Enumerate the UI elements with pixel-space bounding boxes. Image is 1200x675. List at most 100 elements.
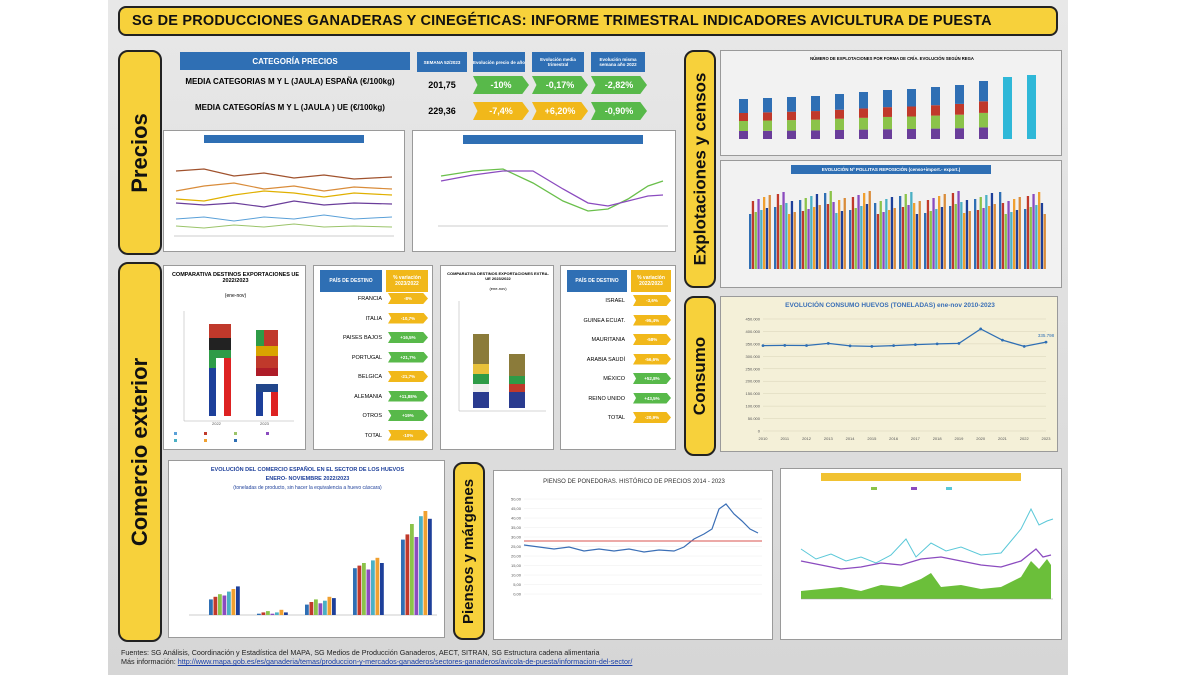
farms-bar <box>1027 75 1036 139</box>
feed-chart-title: PIENSO DE PONEDORAS. HISTÓRICO DE PRECIO… <box>543 479 725 485</box>
consumption-ytick: 200.000 <box>746 379 761 384</box>
farms-bar-segment <box>883 116 892 130</box>
sources-link[interactable]: http://www.mapa.gob.es/es/ganaderia/tema… <box>177 657 633 666</box>
extra-ue-row-value: -58% <box>633 334 671 345</box>
price-row-spain-c3: -2,82% <box>591 76 647 94</box>
trade-bar <box>231 589 236 615</box>
price-row-ue-c3: -0,90% <box>591 102 647 120</box>
pullets-bar <box>890 197 894 269</box>
pullets-bar <box>874 203 877 269</box>
price-col-head-2: Evolución media trimestral <box>532 52 584 72</box>
pullets-bar <box>988 206 991 269</box>
section-piensos: Piensos y márgenes <box>453 462 485 640</box>
pullets-bar <box>849 210 852 269</box>
consumption-xtick: 2013 <box>824 436 834 441</box>
trade-bar <box>218 594 222 615</box>
exports-row-value: +11,88% <box>388 390 428 402</box>
feed-ytick: 25,00 <box>511 544 522 549</box>
exports-table-head-pct: % variación 2023/2022 <box>386 270 428 292</box>
consumption-point <box>979 327 983 331</box>
consumption-point <box>1001 338 1004 342</box>
pullets-bar <box>804 198 807 269</box>
pullets-bar <box>913 203 916 269</box>
exports-row-country: ITALIA <box>365 315 382 322</box>
pullets-chart-svg <box>749 191 1046 269</box>
section-consumo-label: Consumo <box>690 336 710 416</box>
consumption-point <box>761 344 765 348</box>
farms-bar-segment <box>787 97 796 112</box>
section-precios-label: Precios <box>127 112 152 193</box>
price-col-head-week: SEMANA 52/2023 <box>417 52 467 72</box>
pullets-bar <box>801 211 805 269</box>
margins-chart-svg <box>800 473 1054 600</box>
pullets-bar <box>807 209 810 269</box>
exports-row-country: BELGICA <box>358 374 382 380</box>
feed-ytick: 40,00 <box>511 516 522 521</box>
farms-bar-segment <box>883 90 892 108</box>
farms-bar-segment <box>811 96 820 112</box>
extra-ue-row-country: MÉXICO <box>603 376 625 382</box>
pullets-bar <box>860 206 863 269</box>
farms-bar-segment <box>931 87 940 106</box>
extra-ue-row-value: -56,6% <box>633 353 671 365</box>
consumption-ytick: 100.000 <box>746 404 761 409</box>
pullets-bar <box>776 194 780 269</box>
consumption-ytick: 450.000 <box>746 317 761 322</box>
export-2022-germany <box>209 338 231 350</box>
pullets-bar <box>943 194 946 269</box>
price-row-spain-c1: -10% <box>473 76 529 94</box>
feed-ytick: 10,00 <box>511 573 522 578</box>
section-precios: Precios <box>118 50 162 255</box>
exports-chart-subtitle: (ene-nov) <box>224 293 247 299</box>
consumption-ytick: 250.000 <box>746 366 761 371</box>
price-table: CATEGORÍA PRECIOS SEMANA 52/2023 Evoluci… <box>170 50 678 125</box>
extra-ue-table-head-country: PAÍS DE DESTINO <box>567 270 627 292</box>
feed-ytick: 50,00 <box>511 497 522 502</box>
pullets-bar <box>985 195 988 269</box>
consumption-xtick: 2023 <box>1042 436 1052 441</box>
consumption-point <box>1044 340 1048 344</box>
pullets-bar <box>754 212 757 269</box>
trade-bar <box>266 611 270 615</box>
pullets-bar <box>818 205 821 269</box>
extra-ue-row-country: ARABIA SAUDÍ <box>586 356 625 363</box>
farms-bar-segment <box>763 130 772 139</box>
pullets-bar <box>868 191 871 269</box>
pullets-bar <box>824 193 827 269</box>
trade-chart-subtitle: ENERO- NOVIEMBRE 2022/2023 <box>265 476 350 482</box>
farms-bar-segment <box>955 103 964 115</box>
trade-bar <box>318 603 323 615</box>
pullets-bar <box>1032 194 1035 269</box>
farms-bar-segment <box>907 89 916 107</box>
pullets-bar <box>768 195 771 269</box>
pullets-bar <box>760 210 763 269</box>
export-2023-netherlands <box>256 368 278 376</box>
margins-line-purple <box>800 548 1052 570</box>
trade-chart: EVOLUCIÓN DEL COMERCIO ESPAÑOL EN EL SEC… <box>168 460 445 638</box>
feed-ytick: 15,00 <box>511 563 522 568</box>
pullets-bar <box>976 210 980 269</box>
trade-bar <box>414 537 419 615</box>
consumption-point <box>848 344 852 348</box>
pullets-bar <box>788 214 791 269</box>
farms-bar <box>1003 77 1012 139</box>
export-2022-portugal <box>209 324 231 338</box>
farms-bar-segment <box>739 113 748 121</box>
pullets-bar <box>974 199 977 269</box>
consumption-xtick: 2021 <box>998 436 1008 441</box>
consumption-xtick: 2011 <box>780 436 789 441</box>
pullets-bar <box>749 214 752 269</box>
farms-bar-segment <box>931 105 940 116</box>
farms-bar-segment <box>883 129 892 139</box>
export-2023-germany <box>256 346 278 356</box>
feed-chart-svg: 0,00 5,00 10,00 15,00 20,00 25,00 30,00 35,00 40… <box>511 497 762 597</box>
export-2023-italy <box>256 356 278 368</box>
pullets-bar <box>951 193 955 269</box>
trade-bar <box>405 534 410 615</box>
extra-ue-row-value: -20,9% <box>633 412 671 423</box>
farms-bar-segment <box>811 111 820 120</box>
farms-bar-segment <box>787 111 796 121</box>
pullets-bar <box>993 204 996 269</box>
trade-bar <box>353 568 357 615</box>
pullets-bar <box>843 198 846 269</box>
